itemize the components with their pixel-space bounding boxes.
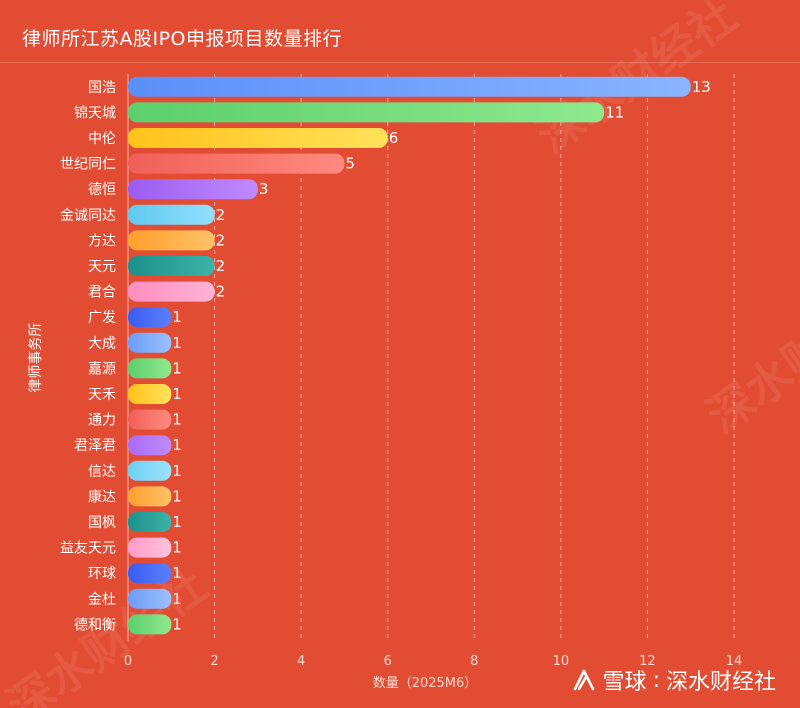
brand-separator: : [652, 667, 660, 693]
bar [128, 537, 172, 558]
value-label: 2 [216, 231, 226, 249]
bar [128, 332, 172, 353]
x-tick-label: 10 [553, 654, 570, 669]
value-label: 11 [605, 103, 624, 121]
value-label: 1 [172, 334, 182, 352]
category-label: 世纪同仁 [60, 157, 116, 173]
value-label: 1 [172, 359, 182, 377]
x-axis-label: 数量（2025M6） [373, 676, 478, 691]
account-name: 深水财经社 [665, 670, 776, 695]
value-label: 1 [172, 308, 182, 326]
value-label: 2 [216, 257, 226, 275]
bar [128, 358, 172, 379]
bar [128, 230, 215, 251]
bar [128, 435, 172, 456]
category-label: 益友天元 [60, 541, 116, 557]
x-tick-label: 8 [470, 654, 478, 669]
value-label: 1 [172, 411, 182, 429]
value-label: 1 [172, 385, 182, 403]
bar [128, 281, 215, 302]
bar [128, 153, 345, 174]
value-label: 1 [172, 590, 182, 608]
bar [128, 179, 258, 200]
bar [128, 102, 605, 123]
category-label: 通力 [88, 413, 116, 429]
category-label: 君合 [88, 285, 116, 301]
category-label: 德和衡 [74, 617, 116, 633]
bar [128, 409, 172, 430]
bar [128, 204, 215, 225]
value-label: 6 [389, 129, 399, 147]
category-label: 方达 [88, 233, 116, 249]
x-tick-label: 12 [639, 654, 656, 669]
category-label: 康达 [88, 488, 116, 505]
bar [128, 460, 172, 481]
category-label: 环球 [88, 566, 116, 582]
category-label: 君泽君 [74, 438, 116, 454]
category-label: 德恒 [88, 182, 116, 198]
chart-title: 律师所江苏A股IPO申报项目数量排行 [22, 28, 343, 50]
bar [128, 486, 172, 507]
category-label: 大成 [88, 336, 116, 352]
value-label: 3 [259, 180, 269, 198]
category-label: 国浩 [88, 80, 116, 96]
category-label: 金诚同达 [60, 208, 116, 224]
brand-name: 雪球 [602, 670, 647, 695]
x-tick-label: 2 [210, 654, 218, 669]
bar [128, 384, 172, 404]
bar [128, 614, 172, 635]
value-label: 1 [172, 462, 182, 480]
value-label: 2 [216, 206, 226, 224]
value-label: 13 [692, 78, 711, 96]
x-tick-label: 4 [297, 654, 305, 669]
x-tick-label: 0 [124, 654, 132, 669]
y-axis-label: 律师事务所 [28, 323, 44, 393]
category-label: 天元 [88, 259, 116, 275]
value-label: 1 [172, 615, 182, 633]
bar [128, 256, 215, 276]
bar [128, 512, 172, 532]
bar [128, 307, 172, 328]
snowball-logo-icon [573, 669, 594, 691]
category-label: 锦天城 [74, 104, 116, 121]
value-label: 1 [172, 436, 182, 454]
x-tick-label: 6 [384, 654, 392, 669]
bar [128, 128, 388, 148]
value-label: 1 [172, 513, 182, 531]
category-label: 金杜 [88, 592, 116, 608]
category-label: 信达 [88, 464, 116, 480]
brand-footer: 雪球 : 深水财经社 [571, 664, 776, 696]
category-label: 广发 [88, 310, 116, 326]
value-label: 1 [172, 487, 182, 505]
value-label: 1 [172, 539, 182, 557]
category-label: 嘉源 [88, 361, 116, 377]
value-label: 2 [216, 283, 226, 301]
category-label: 天禾 [88, 387, 116, 403]
x-tick-label: 14 [726, 654, 743, 669]
bar [128, 76, 691, 97]
bar [128, 563, 172, 584]
category-label: 国枫 [88, 515, 116, 531]
category-label: 中伦 [88, 131, 116, 147]
chart-header: 律师所江苏A股IPO申报项目数量排行 [0, 0, 800, 63]
value-label: 5 [345, 155, 355, 173]
bar [128, 588, 172, 609]
value-label: 1 [172, 564, 182, 582]
